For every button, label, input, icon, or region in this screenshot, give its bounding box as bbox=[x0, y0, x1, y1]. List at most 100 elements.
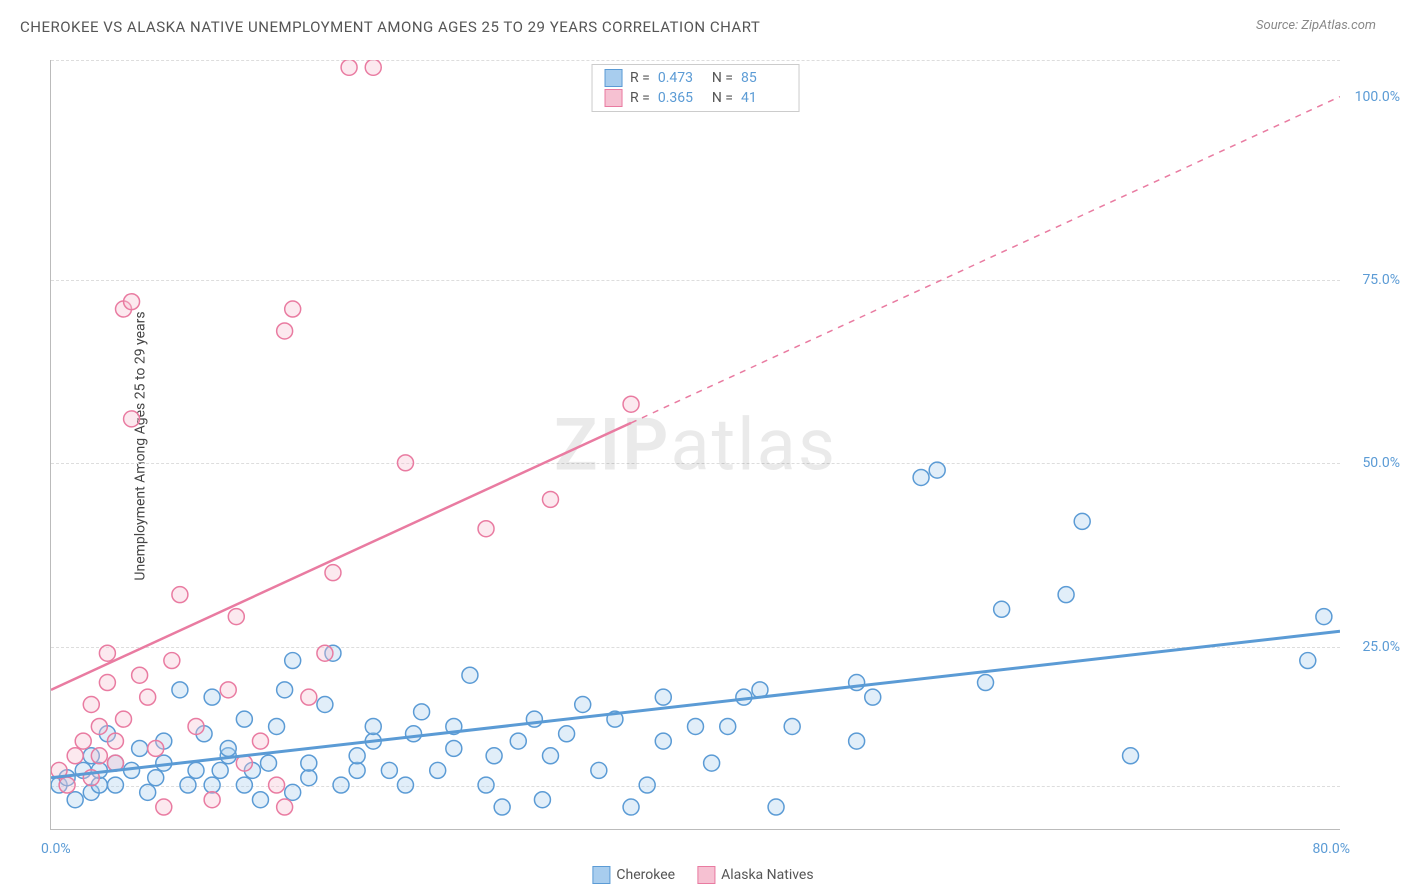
scatter-point bbox=[623, 396, 639, 412]
scatter-point bbox=[99, 675, 115, 691]
scatter-point bbox=[865, 689, 881, 705]
n-label: N = bbox=[712, 70, 733, 86]
scatter-point bbox=[196, 726, 212, 742]
scatter-point bbox=[688, 718, 704, 734]
legend-swatch bbox=[604, 69, 622, 87]
scatter-point bbox=[301, 770, 317, 786]
scatter-point bbox=[83, 697, 99, 713]
scatter-point bbox=[277, 323, 293, 339]
scatter-point bbox=[929, 462, 945, 478]
scatter-point bbox=[365, 718, 381, 734]
scatter-point bbox=[172, 682, 188, 698]
scatter-point bbox=[301, 755, 317, 771]
scatter-point bbox=[164, 653, 180, 669]
scatter-point bbox=[132, 667, 148, 683]
scatter-point bbox=[236, 711, 252, 727]
scatter-point bbox=[849, 733, 865, 749]
scatter-point bbox=[752, 682, 768, 698]
scatter-point bbox=[148, 770, 164, 786]
scatter-point bbox=[446, 718, 462, 734]
scatter-point bbox=[655, 689, 671, 705]
scatter-point bbox=[349, 762, 365, 778]
scatter-point bbox=[285, 653, 301, 669]
scatter-point bbox=[212, 762, 228, 778]
scatter-point bbox=[317, 697, 333, 713]
y-tick-label: 50.0% bbox=[1362, 455, 1400, 471]
scatter-point bbox=[462, 667, 478, 683]
scatter-point bbox=[526, 711, 542, 727]
legend-series-label: Alaska Natives bbox=[721, 867, 814, 883]
grid-line bbox=[51, 647, 1340, 648]
scatter-point bbox=[91, 748, 107, 764]
scatter-point bbox=[188, 718, 204, 734]
legend-stats-row: R =0.365N =41 bbox=[604, 89, 787, 107]
scatter-point bbox=[220, 748, 236, 764]
scatter-point bbox=[978, 675, 994, 691]
scatter-point bbox=[220, 682, 236, 698]
scatter-point bbox=[51, 762, 67, 778]
scatter-point bbox=[913, 469, 929, 485]
scatter-point bbox=[156, 755, 172, 771]
scatter-point bbox=[446, 740, 462, 756]
scatter-point bbox=[116, 711, 132, 727]
legend-stats: R =0.473N =85 R =0.365N =41 bbox=[591, 64, 800, 112]
scatter-point bbox=[140, 689, 156, 705]
scatter-point bbox=[107, 733, 123, 749]
scatter-point bbox=[148, 740, 164, 756]
scatter-point bbox=[325, 565, 341, 581]
trend-line bbox=[51, 631, 1340, 777]
scatter-point bbox=[542, 748, 558, 764]
scatter-point bbox=[172, 587, 188, 603]
scatter-point bbox=[768, 799, 784, 815]
scatter-point bbox=[75, 733, 91, 749]
chart-title: CHEROKEE VS ALASKA NATIVE UNEMPLOYMENT A… bbox=[20, 18, 760, 36]
legend-series-label: Cherokee bbox=[616, 867, 675, 883]
scatter-point bbox=[75, 762, 91, 778]
scatter-point bbox=[655, 733, 671, 749]
scatter-point bbox=[704, 755, 720, 771]
watermark: ZIPatlas bbox=[554, 402, 837, 487]
scatter-point bbox=[67, 792, 83, 808]
scatter-point bbox=[478, 521, 494, 537]
scatter-point bbox=[261, 755, 277, 771]
scatter-point bbox=[188, 762, 204, 778]
scatter-point bbox=[228, 609, 244, 625]
scatter-point bbox=[83, 770, 99, 786]
scatter-point bbox=[1123, 748, 1139, 764]
scatter-point bbox=[559, 726, 575, 742]
scatter-point bbox=[116, 301, 132, 317]
y-tick-label: 75.0% bbox=[1362, 272, 1400, 288]
legend-swatch bbox=[697, 866, 715, 884]
scatter-point bbox=[1300, 653, 1316, 669]
scatter-point bbox=[994, 601, 1010, 617]
scatter-point bbox=[414, 704, 430, 720]
scatter-point bbox=[220, 740, 236, 756]
scatter-point bbox=[124, 762, 140, 778]
legend-stats-row: R =0.473N =85 bbox=[604, 69, 787, 87]
grid-line bbox=[51, 463, 1340, 464]
r-label: R = bbox=[630, 90, 650, 106]
scatter-point bbox=[720, 718, 736, 734]
scatter-point bbox=[59, 770, 75, 786]
scatter-point bbox=[534, 792, 550, 808]
scatter-point bbox=[607, 711, 623, 727]
scatter-point bbox=[406, 726, 422, 742]
scatter-point bbox=[349, 748, 365, 764]
scatter-point bbox=[204, 689, 220, 705]
legend-series-item: Alaska Natives bbox=[697, 866, 814, 884]
n-value: 41 bbox=[741, 90, 787, 106]
scatter-plot: ZIPatlas R =0.473N =85R =0.365N =41 0.0%… bbox=[50, 60, 1340, 830]
grid-line bbox=[51, 60, 1340, 61]
legend-series: Cherokee Alaska Natives bbox=[592, 866, 813, 884]
scatter-point bbox=[591, 762, 607, 778]
legend-swatch bbox=[604, 89, 622, 107]
scatter-point bbox=[301, 689, 317, 705]
r-label: R = bbox=[630, 70, 650, 86]
scatter-point bbox=[156, 733, 172, 749]
legend-series-item: Cherokee bbox=[592, 866, 675, 884]
plot-svg bbox=[51, 60, 1340, 829]
scatter-point bbox=[1058, 587, 1074, 603]
scatter-point bbox=[132, 740, 148, 756]
scatter-point bbox=[849, 675, 865, 691]
scatter-point bbox=[252, 733, 268, 749]
